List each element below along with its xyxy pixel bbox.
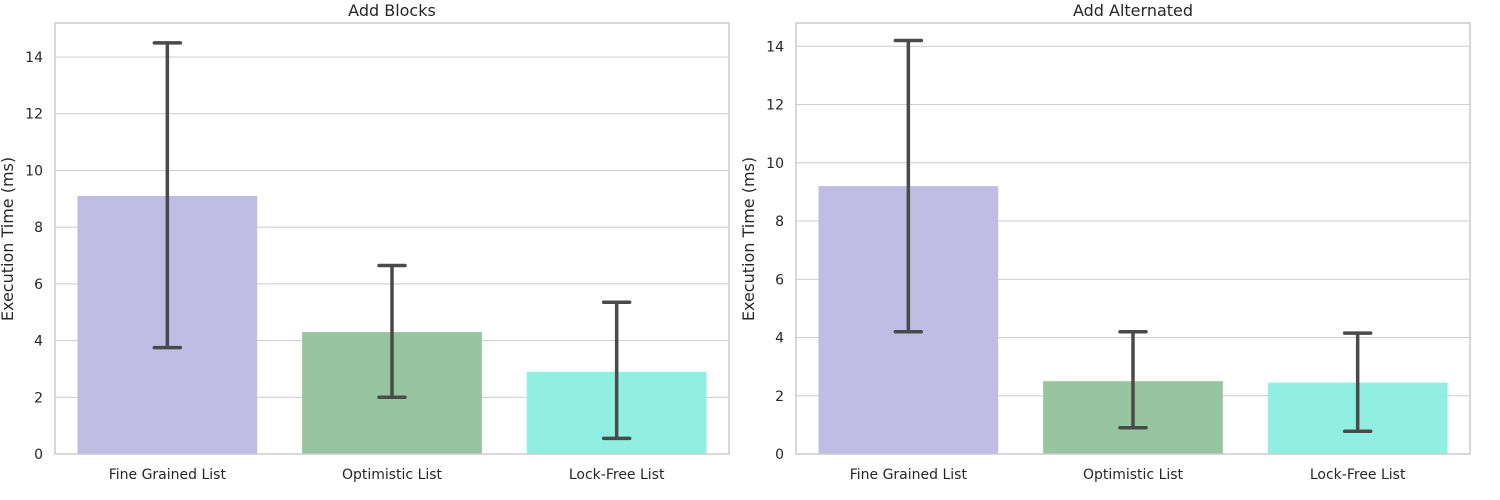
plot-frame [795, 22, 1471, 455]
plot-frame [54, 22, 730, 455]
y-tick-label: 10 [25, 163, 43, 179]
y-axis-label: Execution Time (ms) [0, 157, 17, 321]
x-tick-labels: Fine Grained List Optimistic List Lock-Fre… [850, 467, 1406, 483]
x-tick-labels: Fine Grained List Optimistic List Lock-Fre… [109, 467, 665, 483]
y-tick-label: 6 [34, 277, 43, 293]
chart-panel-add-blocks: Add Blocks Execution Time (ms) 0 2 4 6 8 10 12… [0, 1, 730, 483]
chart-title: Add Blocks [348, 1, 436, 20]
y-tick-label: 2 [775, 389, 784, 405]
y-tick-label: 0 [775, 447, 784, 463]
error-bars [152, 41, 632, 441]
y-tick-label: 10 [766, 156, 784, 172]
y-tick-labels: 0 2 4 6 8 10 12 14 [25, 50, 43, 463]
y-tick-label: 14 [25, 50, 43, 66]
y-tick-label: 4 [775, 331, 784, 347]
y-tick-label: 6 [775, 272, 784, 288]
x-tick-label: Fine Grained List [109, 467, 227, 483]
chart-panel-add-alternated: Add Alternated Execution Time (ms) 0 2 4 6 8… [739, 1, 1471, 483]
x-tick-label: Lock-Free List [1310, 467, 1406, 483]
x-tick-label: Optimistic List [342, 467, 443, 483]
x-tick-label: Lock-Free List [569, 467, 665, 483]
error-bars [893, 38, 1373, 434]
y-tick-label: 4 [34, 334, 43, 350]
y-axis-label: Execution Time (ms) [739, 157, 758, 321]
y-tick-labels: 0 2 4 6 8 10 12 14 [766, 39, 784, 463]
y-tick-label: 0 [34, 447, 43, 463]
x-tick-label: Fine Grained List [850, 467, 968, 483]
y-tick-label: 12 [25, 107, 43, 123]
chart-title: Add Alternated [1073, 1, 1193, 20]
y-tick-label: 8 [34, 220, 43, 236]
x-tick-label: Optimistic List [1083, 467, 1184, 483]
y-tick-label: 8 [775, 214, 784, 230]
y-tick-label: 14 [766, 39, 784, 55]
y-tick-label: 12 [766, 98, 784, 114]
y-tick-label: 2 [34, 390, 43, 406]
